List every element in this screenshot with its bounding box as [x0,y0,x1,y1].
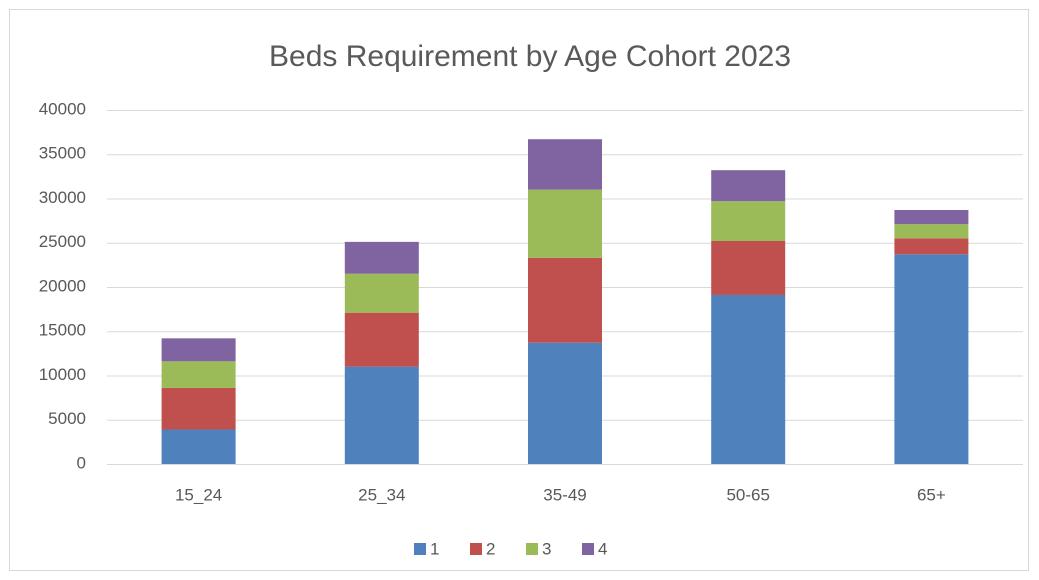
bar-segment [161,429,236,464]
legend-label: 2 [486,539,495,558]
bar-segment [344,273,419,313]
x-tick-label: 35-49 [543,485,586,504]
y-tick-label: 10000 [39,365,86,384]
bar-segment [161,387,236,430]
bar-segment [894,254,969,464]
chart-title: Beds Requirement by Age Cohort 2023 [269,40,791,73]
legend-swatch [414,543,426,555]
bar-segment [161,361,236,388]
bar-segment [344,366,419,464]
legend-label: 3 [542,539,551,558]
y-tick-label: 5000 [48,409,86,428]
legend-swatch [470,543,482,555]
y-tick-label: 15000 [39,321,86,340]
bar-segment [711,294,786,464]
y-tick-label: 35000 [39,144,86,163]
y-tick-label: 40000 [39,99,86,118]
bar-segment [894,238,969,255]
y-tick-label: 0 [77,453,86,472]
bar-segment [894,210,969,225]
bar-segment [161,338,236,362]
bar-segment [344,312,419,367]
bar-segment [344,241,419,274]
y-tick-label: 20000 [39,276,86,295]
bar-segment [711,201,786,241]
legend-label: 1 [430,539,439,558]
legend-swatch [526,543,538,555]
y-tick-label: 30000 [39,188,86,207]
bar-segment [528,139,602,190]
x-tick-label: 65+ [917,485,946,504]
bar-segment [894,224,969,239]
bar-segment [528,257,602,343]
y-tick-label: 25000 [39,232,86,251]
chart-border [9,9,1029,571]
legend-swatch [582,543,594,555]
x-tick-label: 50-65 [726,485,769,504]
legend-label: 4 [598,539,607,558]
x-tick-label: 25_34 [358,485,405,504]
bar-segment [528,342,602,464]
x-tick-label: 15_24 [175,485,222,504]
bar-segment [711,240,786,295]
bar-segment [711,170,786,202]
bar-segment [528,189,602,258]
